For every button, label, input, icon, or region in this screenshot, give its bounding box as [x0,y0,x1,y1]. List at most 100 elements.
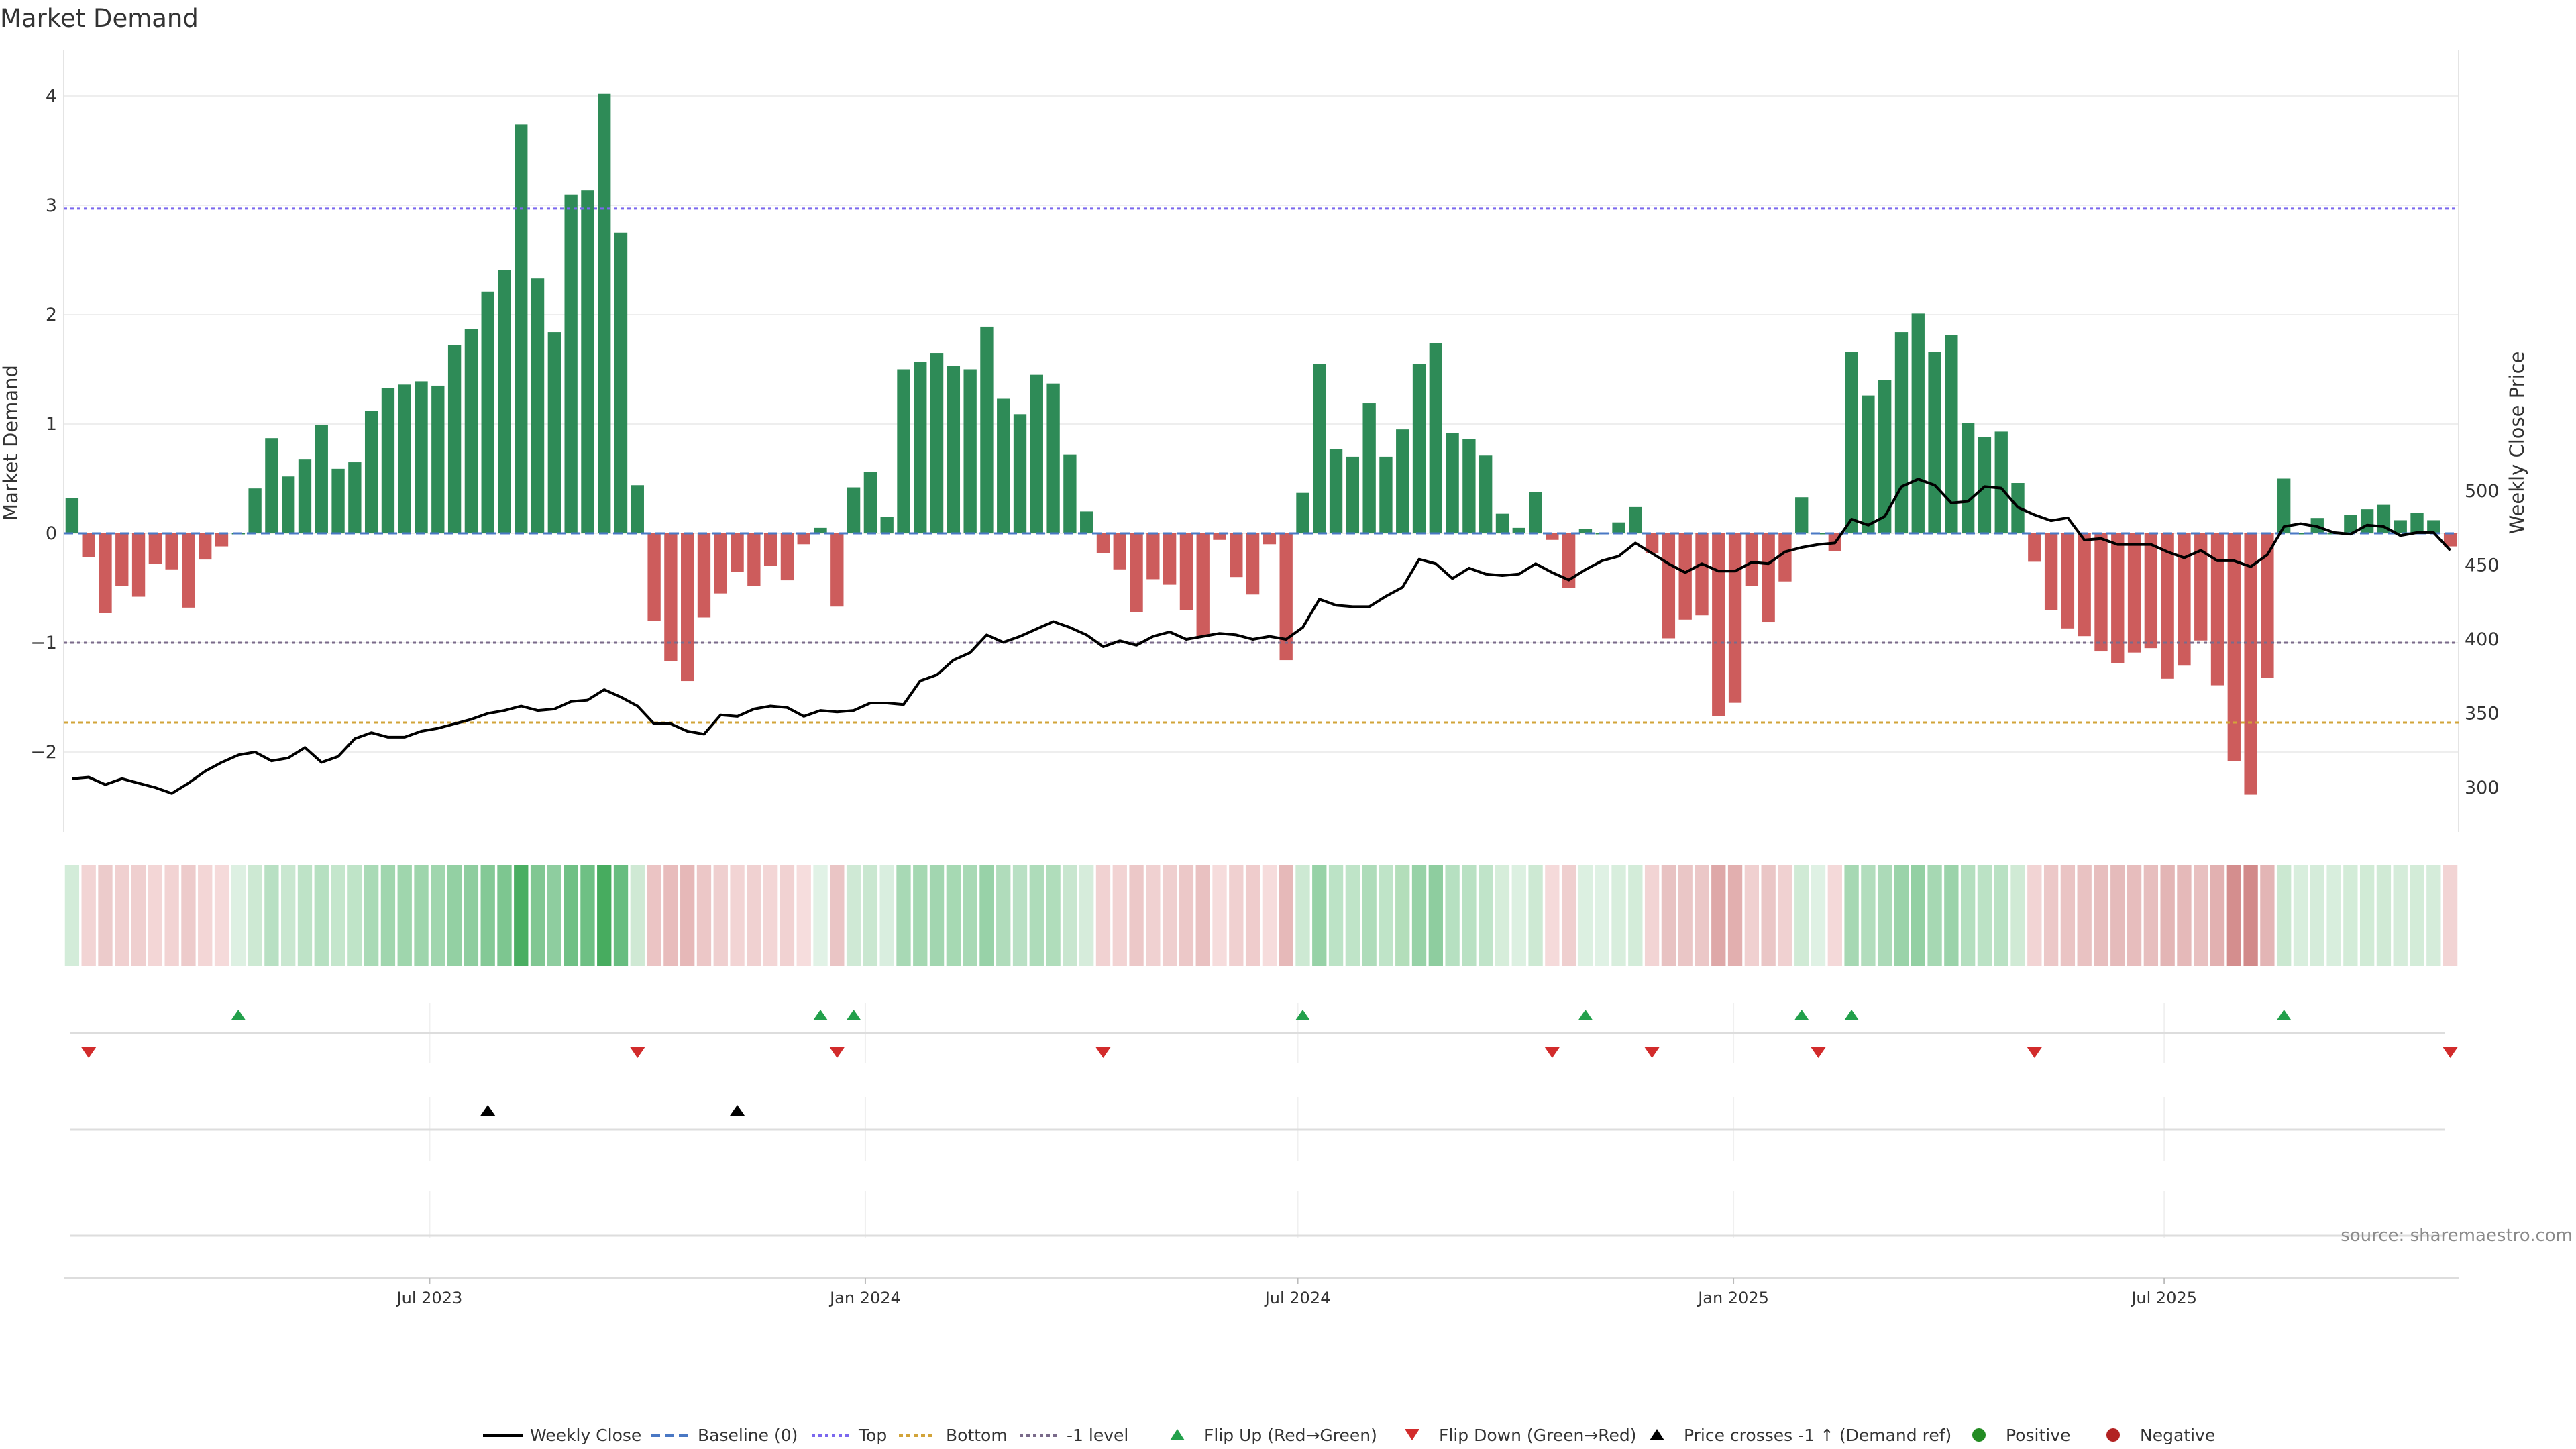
heat-cell [2127,865,2142,966]
demand-bar [797,533,810,545]
demand-bar [1845,352,1858,533]
heat-cell [264,865,279,966]
demand-bar [1578,529,1593,533]
demand-bar [1429,343,1442,533]
demand-bar [131,533,146,597]
heat-cell [1761,865,1776,966]
demand-bar [731,533,744,572]
heat-cell [98,865,113,966]
legend-item-baseline: Baseline (0) [651,1426,798,1445]
legend-item-negative: Negative [2106,1426,2215,1445]
date-tick-label: Jul 2023 [396,1289,463,1307]
flip-up-marker [1794,1010,1809,1020]
heat-cell [1861,865,1876,966]
heat-cell [996,865,1011,966]
legend-item-weekly-close: Weekly Close [483,1426,641,1445]
heat-cell [148,865,163,966]
right-tick-label: 400 [2465,629,2500,650]
heat-cell [530,865,545,966]
demand-bar [763,533,777,566]
legend-item-minus1: -1 level [1020,1426,1128,1445]
left-tick-label: 1 [46,414,57,435]
left-axis: 4 3 2 1 0 −1 −2 [30,86,57,763]
heat-cell [1328,865,1344,966]
left-tick-label: 3 [46,195,57,216]
heat-cell [2326,865,2341,966]
demand-bar [215,533,229,547]
demand-bar [431,385,445,533]
demand-bar [614,232,628,533]
demand-bar [1762,533,1775,623]
demand-heat-strip [64,865,2458,966]
heat-cell [1960,865,1976,966]
flip-down-marker [81,1047,97,1058]
demand-bar [1196,533,1210,637]
demand-bar [2094,533,2108,652]
heat-cell [946,865,961,966]
heat-cell [1528,865,1543,966]
flip-down-marker [1095,1047,1111,1058]
demand-bar [1130,533,1143,612]
demand-bar [1362,403,1376,533]
demand-bar [1662,533,1676,639]
legend-label: Flip Up (Red→Green) [1204,1426,1377,1445]
heat-cell [514,865,529,966]
demand-bar [531,278,545,533]
demand-bar [1645,533,1659,553]
legend-label: Negative [2140,1426,2215,1445]
legend-item-flip-up: Flip Up (Red→Green) [1170,1426,1377,1445]
demand-bar [697,533,711,618]
demand-bar [1795,497,1809,533]
heat-cell [1479,865,1493,966]
demand-bar [631,485,644,533]
demand-bar [364,411,378,533]
heat-cell [979,865,994,966]
demand-bar [747,533,761,586]
demand-bar [664,533,678,661]
heat-cell [314,865,329,966]
demand-bar [1396,429,1409,533]
right-axis-label: Weekly Close Price [2506,352,2528,535]
demand-bar [2078,533,2091,637]
heat-cell [2443,865,2458,966]
heat-cell [2094,865,2108,966]
demand-bar [1080,511,1093,533]
demand-bar [1296,492,1309,533]
demand-bar [2261,533,2274,678]
heat-cell [414,865,429,966]
flip-up-marker [846,1010,861,1020]
demand-bar [564,194,578,533]
heat-cell [1994,865,2008,966]
weekly-close-line [72,478,2452,795]
heat-cell [1545,865,1560,966]
demand-bar [1928,352,1941,533]
demand-bar [2028,533,2041,562]
demand-bar [1246,533,1260,595]
demand-bar [182,533,195,608]
heat-cell [1095,865,1111,966]
left-axis-label: Market Demand [0,365,22,521]
demand-bar [65,498,79,533]
heat-cell [297,865,313,966]
heat-cell [680,865,695,966]
demand-bar [2210,533,2224,686]
legend-label: Price crosses -1 ↑ (Demand ref) [1684,1426,1951,1445]
demand-bar [1329,449,1343,533]
heat-cell [1146,865,1161,966]
demand-bar [914,362,927,533]
demand-bar [681,533,694,682]
heat-cell [2194,865,2208,966]
legend-label: Flip Down (Green→Red) [1439,1426,1637,1445]
flip-up-marker [1295,1010,1310,1020]
heat-cell [2160,865,2175,966]
heat-cell [1661,865,1676,966]
demand-bar [481,291,494,533]
left-tick-label: 2 [46,305,57,325]
demand-bar [1495,513,1509,533]
heat-cell [1578,865,1593,966]
demand-bar [1412,364,1426,533]
flip-markers-panel [70,1010,2458,1058]
demand-bar [581,190,594,533]
heat-cell [1046,865,1061,966]
heat-cell [1927,865,1942,966]
